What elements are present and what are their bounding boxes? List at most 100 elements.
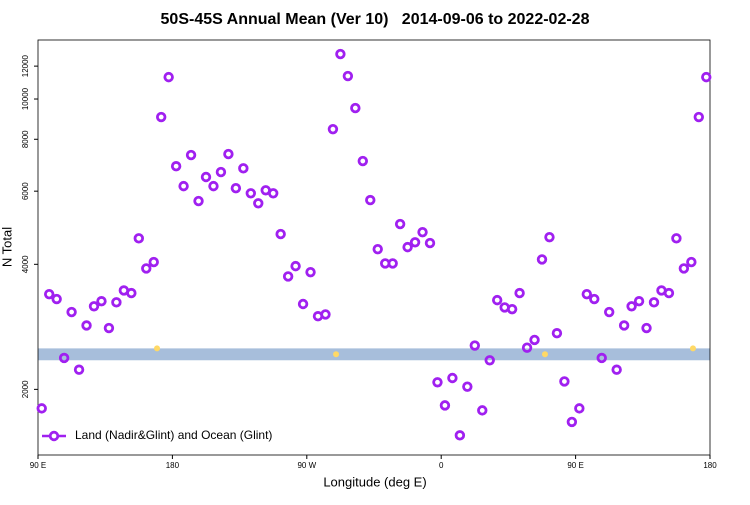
data-point — [103, 322, 115, 334]
data-point — [574, 403, 585, 414]
data-point — [66, 306, 77, 318]
plot-frame — [37, 39, 711, 456]
data-point — [536, 254, 548, 265]
data-point — [223, 148, 234, 160]
data-point — [671, 233, 682, 244]
data-point — [529, 334, 540, 346]
data-point — [36, 403, 47, 414]
x-tick-label: 90 W — [297, 461, 316, 470]
data-point — [514, 287, 525, 299]
x-tick-label: 180 — [703, 461, 717, 470]
chart-title: 50S-45S Annual Mean (Ver 10) 2014-09-06 … — [161, 11, 590, 28]
data-point — [357, 155, 368, 167]
data-point — [290, 260, 301, 272]
data-point — [424, 237, 436, 249]
data-point — [544, 231, 555, 243]
y-tick-label: 4000 — [21, 255, 30, 273]
data-point — [589, 293, 600, 305]
data-point — [663, 287, 675, 299]
data-point — [141, 263, 152, 274]
data-point — [215, 166, 227, 178]
data-point — [282, 271, 294, 282]
data-point — [604, 306, 615, 318]
data-point — [178, 180, 189, 192]
data-point — [58, 352, 70, 364]
data-point — [492, 294, 503, 306]
data-point — [245, 188, 256, 199]
legend-label: Land (Nadir&Glint) and Ocean (Glint) — [75, 428, 272, 442]
data-point — [521, 342, 533, 353]
data-point — [126, 287, 137, 299]
data-point — [238, 163, 249, 174]
data-point — [73, 364, 85, 375]
data-point — [155, 111, 167, 123]
data-point — [275, 228, 286, 240]
data-point — [484, 355, 495, 366]
x-tick-label: 90 E — [30, 461, 46, 470]
data-point — [641, 322, 652, 334]
y-tick-label: 2000 — [21, 380, 30, 398]
data-point — [51, 293, 62, 305]
data-point — [44, 288, 55, 300]
data-point — [327, 123, 339, 135]
data-point — [170, 161, 182, 172]
data-point — [693, 111, 704, 123]
data-point — [618, 320, 630, 331]
data-point — [462, 381, 473, 392]
data-point — [686, 256, 697, 268]
data-point — [581, 288, 592, 300]
data-point — [596, 352, 607, 364]
data-point — [648, 297, 660, 308]
data-point — [469, 340, 480, 351]
data-point — [268, 188, 279, 199]
x-tick-label: 90 E — [567, 461, 583, 470]
data-point — [477, 405, 488, 416]
data-point — [365, 194, 376, 206]
data-point — [88, 301, 100, 312]
data-point — [447, 372, 458, 384]
data-point — [551, 328, 563, 339]
data-point — [342, 70, 354, 82]
data-point — [111, 297, 122, 308]
y-tick-label: 6000 — [21, 182, 30, 200]
data-point — [402, 241, 413, 253]
data-point — [208, 180, 219, 192]
data-point — [81, 320, 92, 331]
data-point — [163, 71, 174, 83]
data-point — [350, 102, 361, 114]
data-point — [633, 296, 645, 307]
highlight-point — [689, 345, 696, 352]
data-point — [678, 263, 690, 274]
data-point — [387, 258, 398, 269]
y-tick-label: 12000 — [21, 54, 30, 77]
data-point — [372, 243, 383, 255]
highlight-point — [333, 351, 340, 358]
data-point — [253, 198, 264, 209]
y-tick-label: 10000 — [21, 87, 30, 110]
x-tick-label: 0 — [439, 461, 444, 470]
data-point — [432, 377, 443, 388]
data-point — [454, 430, 466, 441]
data-point — [566, 416, 578, 428]
data-point — [409, 237, 421, 248]
data-point — [200, 171, 212, 183]
data-point — [701, 71, 712, 83]
data-point — [185, 149, 197, 161]
data-point — [305, 266, 316, 278]
data-point — [230, 182, 242, 194]
highlight-point — [154, 345, 161, 352]
data-point — [559, 376, 570, 387]
data-point — [626, 301, 637, 312]
data-point — [133, 233, 144, 244]
y-tick-label: 8000 — [21, 130, 30, 148]
data-point — [297, 298, 309, 310]
legend-marker — [48, 430, 60, 442]
data-point — [394, 218, 406, 230]
data-point — [148, 256, 159, 268]
data-point — [193, 195, 204, 207]
data-point — [96, 296, 107, 307]
y-axis-label: N Total — [0, 227, 14, 267]
data-point — [417, 226, 428, 238]
x-tick-label: 180 — [166, 461, 180, 470]
